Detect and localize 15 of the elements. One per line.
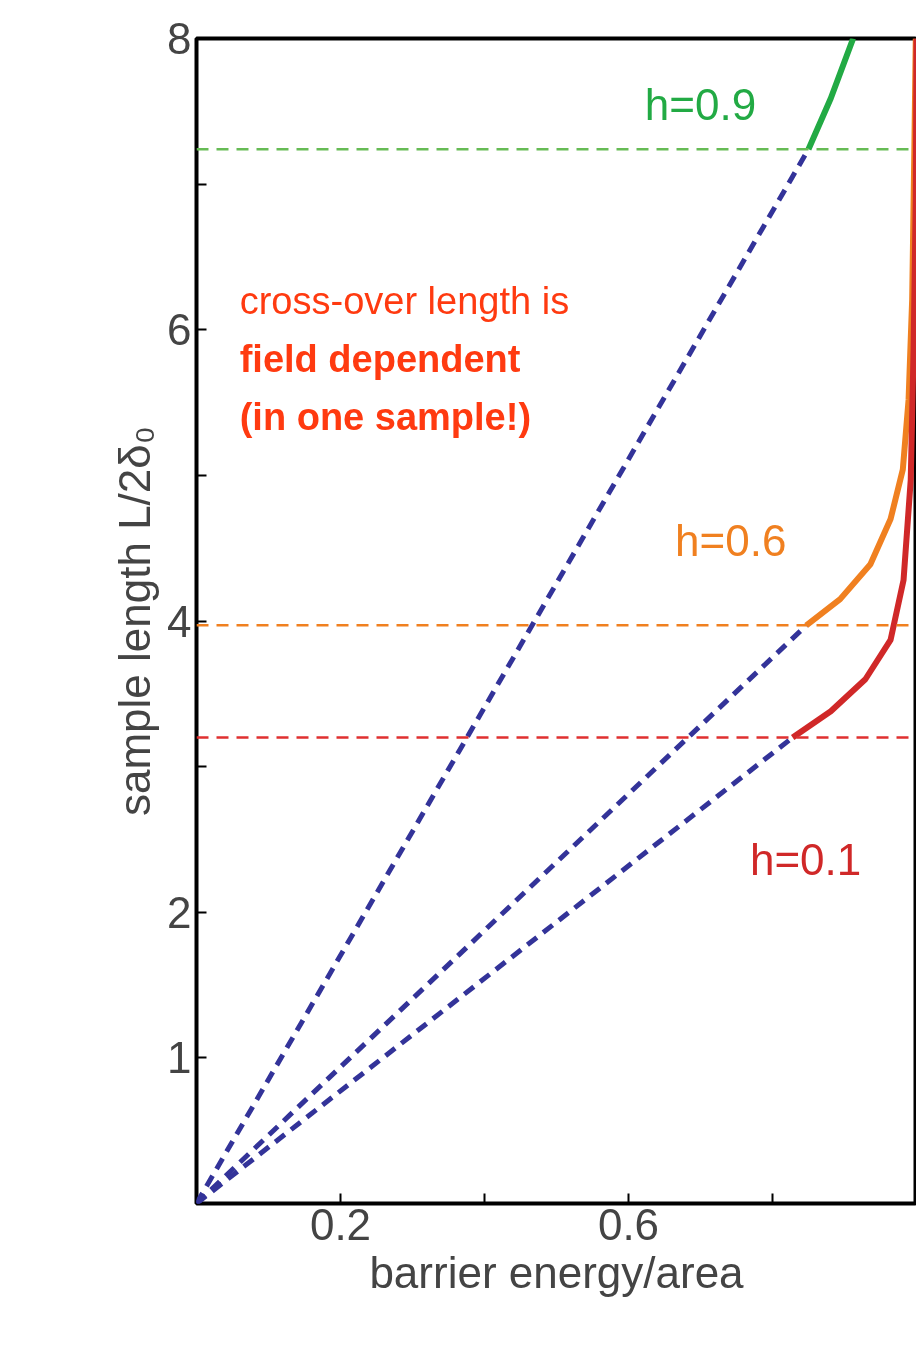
x-tick-label: 0.2	[309, 1199, 372, 1249]
annotation: h=0.1	[749, 835, 862, 885]
x-axis-title: barrier energy/area	[369, 1247, 745, 1297]
y-tick-label: 1	[167, 1033, 192, 1083]
y-tick-label: 4	[167, 596, 192, 646]
annotation: (in one sample!)	[239, 396, 532, 439]
annotation: h=0.9	[644, 79, 757, 129]
annotation: field dependent	[239, 337, 521, 380]
y-tick-label: 2	[167, 887, 192, 937]
y-axis-title: sample length L/2δ₀	[110, 425, 160, 817]
y-tick-label: 6	[167, 305, 192, 355]
y-tick-label: 8	[167, 14, 192, 63]
x-tick-label: 0.6	[597, 1199, 660, 1249]
annotation: h=0.6	[675, 516, 787, 566]
annotation: cross-over length is	[239, 279, 570, 322]
